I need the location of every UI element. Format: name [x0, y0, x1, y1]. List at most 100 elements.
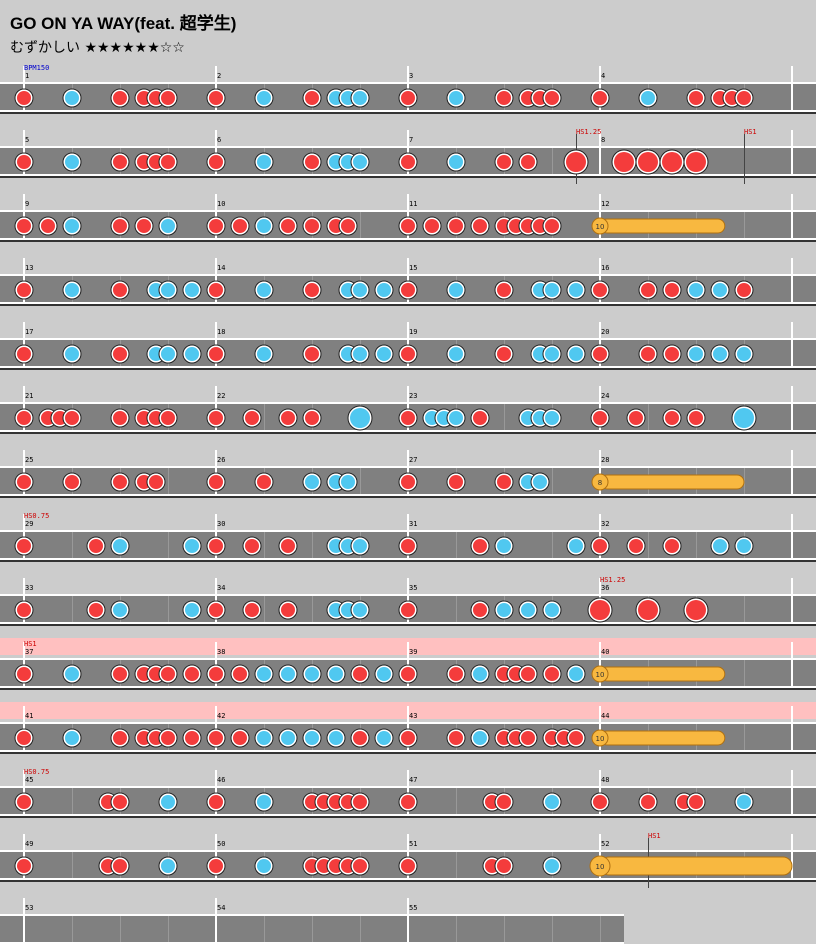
beat-line: [456, 916, 457, 942]
ka-note: [353, 91, 367, 105]
beat-line: [72, 788, 73, 814]
measure-number: 21: [25, 392, 33, 400]
measure-number: 43: [409, 712, 417, 720]
beat-line: [456, 532, 457, 558]
chart-row: 45 46 47 48 HS0.75: [0, 768, 816, 818]
don-note: [497, 859, 511, 873]
lane-shadow: [0, 240, 816, 242]
ka-note: [65, 283, 79, 297]
don-note: [209, 667, 223, 681]
measure-number: 3: [409, 72, 413, 80]
measure-number: 36: [601, 584, 609, 592]
beat-line: [456, 852, 457, 878]
beat-line: [504, 916, 505, 942]
don-note: [401, 91, 415, 105]
don-note: [245, 539, 259, 553]
ka-note: [737, 795, 751, 809]
big-ka-note: [734, 408, 754, 428]
measure-number: 35: [409, 584, 417, 592]
beat-line: [72, 596, 73, 622]
measure-number: 25: [25, 456, 33, 464]
don-note: [425, 219, 439, 233]
don-note: [353, 731, 367, 745]
measure-number: 45: [25, 776, 33, 784]
beat-line: [312, 596, 313, 622]
measure-number: 26: [217, 456, 225, 464]
don-note: [641, 347, 655, 361]
measure-line: [215, 898, 217, 944]
don-note: [665, 539, 679, 553]
don-note: [593, 795, 607, 809]
measure-number: 33: [25, 584, 33, 592]
don-note: [17, 731, 31, 745]
roll-count: 10: [596, 863, 605, 871]
ka-note: [545, 283, 559, 297]
ka-note: [449, 411, 463, 425]
don-note: [473, 603, 487, 617]
roll-bar: [599, 730, 726, 746]
ka-note: [353, 603, 367, 617]
don-note: [305, 91, 319, 105]
measure-number: 34: [217, 584, 225, 592]
measure-number: 12: [601, 200, 609, 208]
don-note: [401, 155, 415, 169]
measure-number: 8: [601, 136, 605, 144]
ka-note: [305, 667, 319, 681]
measure-line: [791, 834, 793, 880]
don-note: [209, 347, 223, 361]
don-note: [641, 283, 655, 297]
hs-marker: [744, 134, 745, 184]
beat-line: [600, 916, 601, 942]
don-note: [149, 475, 163, 489]
ka-note: [161, 283, 175, 297]
hs-label: HS1.25: [600, 576, 625, 584]
don-note: [473, 219, 487, 233]
don-note: [449, 731, 463, 745]
don-note: [233, 667, 247, 681]
hs-label: HS1: [648, 832, 661, 840]
don-note: [113, 667, 127, 681]
ka-note: [161, 347, 175, 361]
measure-line: [407, 898, 409, 944]
roll-head: [591, 665, 609, 683]
lane-shadow: [0, 112, 816, 114]
ka-note: [257, 219, 271, 233]
measure-number: 50: [217, 840, 225, 848]
don-note: [41, 219, 55, 233]
beat-line: [696, 532, 697, 558]
don-note: [569, 731, 583, 745]
don-note: [209, 859, 223, 873]
measure-line: [791, 66, 793, 112]
measure-number: 15: [409, 264, 417, 272]
roll-count: 10: [596, 735, 605, 743]
ka-note: [185, 283, 199, 297]
lane-shadow: [0, 496, 816, 498]
measure-number: 52: [601, 840, 609, 848]
beat-line: [360, 468, 361, 494]
lane-shadow: [0, 432, 816, 434]
beat-line: [744, 724, 745, 750]
beat-line: [744, 212, 745, 238]
don-note: [665, 411, 679, 425]
don-note: [401, 411, 415, 425]
don-note: [209, 283, 223, 297]
lane-shadow: [0, 688, 816, 690]
don-note: [341, 219, 355, 233]
don-note: [209, 91, 223, 105]
ka-note: [449, 283, 463, 297]
don-note: [449, 219, 463, 233]
difficulty-row: むずかしい ★★★★★★☆☆: [10, 37, 185, 57]
measure-line: [791, 642, 793, 688]
measure-number: 42: [217, 712, 225, 720]
don-note: [17, 667, 31, 681]
measure-line: [791, 514, 793, 560]
don-note: [209, 603, 223, 617]
measure-line: [791, 578, 793, 624]
beat-line: [552, 148, 553, 174]
don-note: [401, 347, 415, 361]
roll-head: [591, 217, 609, 235]
big-don-note: [638, 152, 658, 172]
measure-line: [791, 194, 793, 240]
don-note: [401, 859, 415, 873]
beat-line: [552, 532, 553, 558]
